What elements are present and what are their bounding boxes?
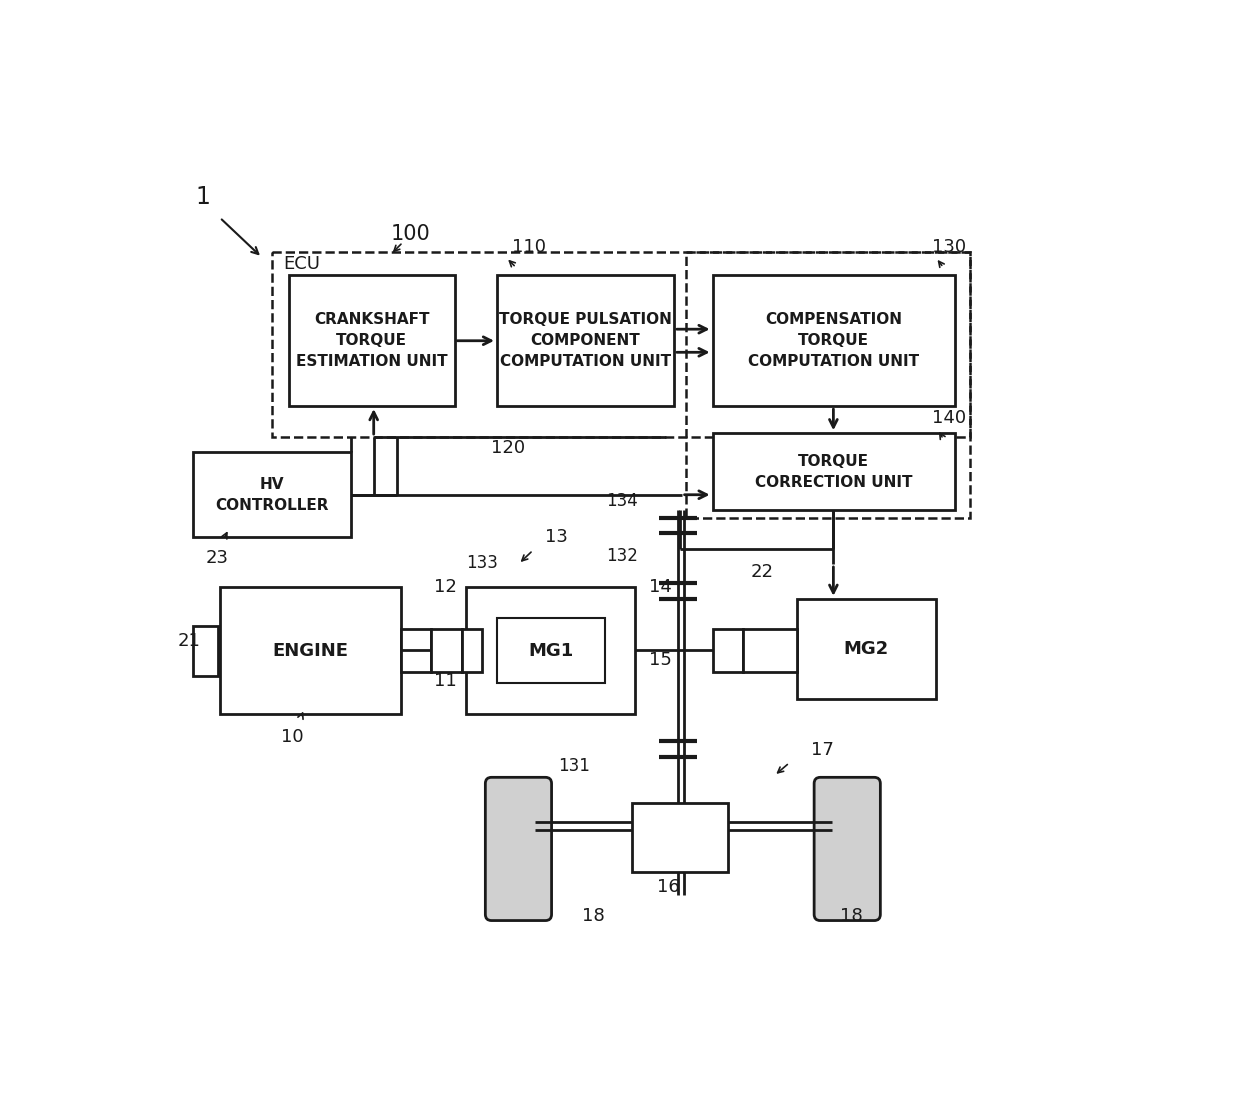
Text: 134: 134 [606,492,639,510]
Text: 16: 16 [657,878,680,897]
Bar [192,453,351,537]
Bar [797,599,936,699]
FancyBboxPatch shape [815,777,880,921]
Bar [463,630,481,672]
Text: 131: 131 [558,757,590,775]
Text: 11: 11 [434,672,456,690]
Bar [497,618,605,683]
Text: ECU: ECU [283,255,320,272]
Bar [713,276,955,406]
Bar [497,276,675,406]
Text: 120: 120 [491,439,525,457]
Bar [272,252,971,437]
Text: 18: 18 [582,907,605,924]
Bar [192,625,218,675]
Bar [401,630,432,672]
Text: 140: 140 [932,408,966,427]
Bar [686,252,971,518]
Text: 132: 132 [606,547,639,566]
Text: MG1: MG1 [528,642,573,660]
Text: 15: 15 [650,651,672,670]
Bar [743,630,797,672]
Text: 21: 21 [177,632,200,650]
Bar [713,630,743,672]
Text: COMPENSATION
TORQUE
COMPUTATION UNIT: COMPENSATION TORQUE COMPUTATION UNIT [748,312,919,370]
Text: ENGINE: ENGINE [272,642,348,660]
Text: CRANKSHAFT
TORQUE
ESTIMATION UNIT: CRANKSHAFT TORQUE ESTIMATION UNIT [296,312,448,370]
Bar [219,587,401,714]
Text: HV
CONTROLLER: HV CONTROLLER [215,477,329,513]
Text: 14: 14 [650,578,672,597]
Text: 100: 100 [391,224,430,244]
Bar [466,587,635,714]
Text: 130: 130 [932,238,966,256]
Text: 10: 10 [281,728,304,746]
Bar [432,630,463,672]
Bar [713,433,955,510]
Text: 22: 22 [751,562,774,581]
Text: MG2: MG2 [844,640,889,658]
Text: TORQUE
CORRECTION UNIT: TORQUE CORRECTION UNIT [755,454,913,489]
Text: TORQUE PULSATION
COMPONENT
COMPUTATION UNIT: TORQUE PULSATION COMPONENT COMPUTATION U… [498,312,672,370]
Text: 18: 18 [839,907,863,924]
Text: 17: 17 [811,742,835,759]
Text: 23: 23 [206,549,229,567]
Bar [631,803,728,872]
Text: 133: 133 [466,554,498,571]
FancyBboxPatch shape [485,777,552,921]
Bar [289,276,455,406]
Text: 1: 1 [195,185,210,209]
Text: 12: 12 [434,578,456,597]
Text: 13: 13 [544,528,568,546]
Text: 110: 110 [512,238,547,256]
